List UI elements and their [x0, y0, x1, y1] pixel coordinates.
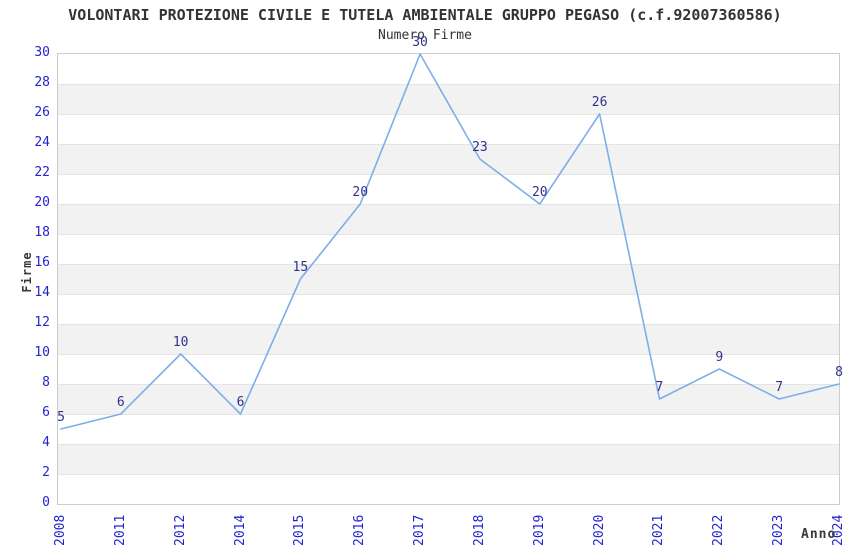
- point-label: 20: [352, 185, 369, 200]
- gridline: [58, 143, 839, 145]
- x-tick-label: 2008: [53, 514, 68, 546]
- point-label: 8: [835, 365, 843, 380]
- line-series: [60, 53, 840, 430]
- y-tick-label: 20: [34, 195, 50, 210]
- y-tick-label: 30: [34, 45, 50, 60]
- point-label: 5: [57, 410, 65, 425]
- plot-band-gray: [58, 204, 839, 234]
- point-label: 9: [715, 350, 724, 365]
- x-tick-label: 2018: [471, 514, 487, 546]
- x-tick-label: 2023: [771, 514, 787, 546]
- plot-band-gray: [58, 84, 839, 114]
- point-label: 10: [172, 335, 189, 350]
- gridline: [58, 413, 839, 415]
- x-tick-label: 2017: [412, 514, 428, 546]
- x-tick-label: 2019: [531, 514, 547, 546]
- y-tick-label: 0: [42, 495, 50, 510]
- gridline: [58, 83, 839, 85]
- point-label: 15: [292, 260, 309, 275]
- gridline: [58, 113, 839, 115]
- gridline: [58, 323, 839, 325]
- x-tick-label: 2015: [292, 514, 308, 546]
- point-label: 30: [412, 35, 428, 50]
- plot-band-gray: [58, 144, 839, 174]
- point-label: 26: [591, 95, 608, 110]
- y-tick-label: 24: [34, 135, 50, 150]
- chart-subtitle: Numero Firme: [378, 28, 472, 43]
- x-tick-label: 2022: [711, 514, 727, 546]
- gridline: [58, 203, 839, 205]
- x-tick-label: 2016: [352, 514, 368, 546]
- x-tick-label: 2012: [172, 514, 188, 546]
- plot-band-gray: [58, 384, 839, 414]
- y-tick-label: 12: [34, 315, 50, 330]
- plot-band-gray: [58, 264, 839, 294]
- point-label: 6: [116, 395, 125, 410]
- point-label: 20: [531, 185, 548, 200]
- point-label: 6: [236, 395, 245, 410]
- gridline: [58, 233, 839, 235]
- y-tick-label: 28: [34, 75, 50, 90]
- x-tick-label: 2011: [112, 514, 128, 546]
- gridline: [58, 473, 839, 475]
- gridline: [58, 173, 839, 175]
- y-tick-label: 2: [42, 465, 50, 480]
- plot-band-gray: [58, 444, 839, 474]
- y-tick-label: 16: [34, 255, 50, 270]
- plot-area: 5 6 10 6 15 20 30 23 20 26 7 9 7 8: [57, 36, 843, 505]
- y-tick-label: 8: [42, 375, 50, 390]
- point-label: 7: [775, 380, 784, 395]
- x-tick-label: 2021: [651, 514, 667, 546]
- y-tick-label: 14: [34, 285, 50, 300]
- y-tick-label: 6: [42, 405, 50, 420]
- y-tick-label: 22: [34, 165, 50, 180]
- point-label: 7: [655, 380, 664, 395]
- x-tick-label: 2014: [232, 514, 248, 546]
- y-tick-label: 18: [34, 225, 50, 240]
- x-tick-label: 2020: [591, 514, 607, 546]
- x-axis-title: Anno: [801, 527, 837, 542]
- line-series-path: [60, 53, 840, 430]
- plot-band-gray: [58, 324, 839, 354]
- y-tick-label: 4: [42, 435, 50, 450]
- point-label: 23: [472, 140, 488, 155]
- y-tick-label: 26: [34, 105, 50, 120]
- chart-title: VOLONTARI PROTEZIONE CIVILE E TUTELA AMB…: [68, 6, 782, 24]
- gridline: [58, 293, 839, 295]
- gridline: [58, 353, 839, 355]
- gridline: [58, 263, 839, 265]
- y-tick-label: 10: [34, 345, 50, 360]
- gridline: [58, 383, 839, 385]
- gridline: [58, 443, 839, 445]
